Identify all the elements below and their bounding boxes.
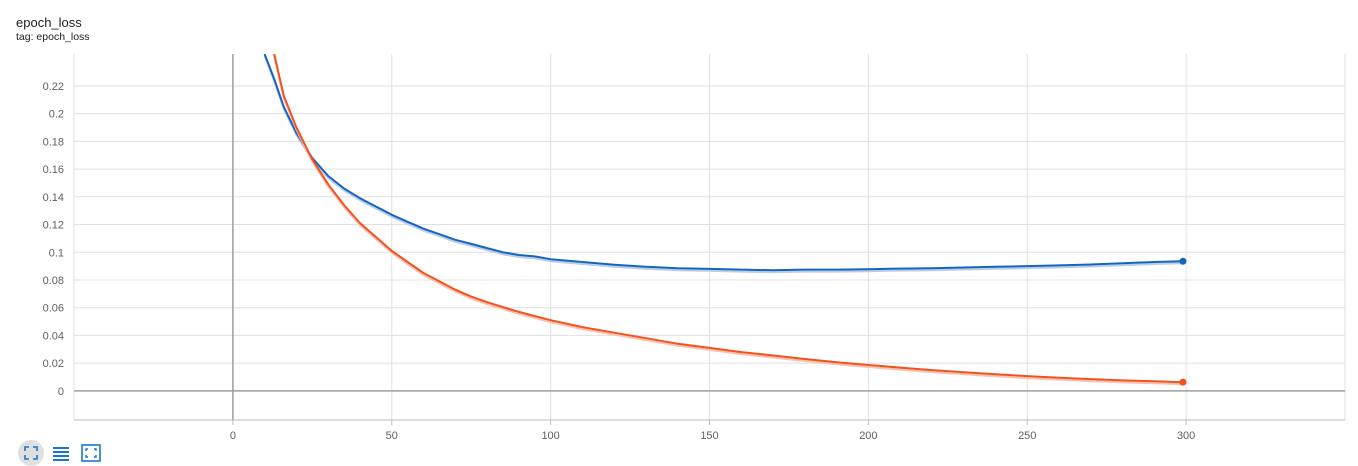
x-tick-label: 100 <box>541 430 559 440</box>
toggle-fullscreen-icon <box>81 444 101 462</box>
series-end-point-0 <box>1179 257 1187 265</box>
series-raw-line-1 <box>273 55 1183 386</box>
series-end-point-1 <box>1179 378 1187 386</box>
fit-domain-button[interactable] <box>18 440 44 466</box>
series-line-1 <box>273 54 1184 384</box>
x-tick-label: 250 <box>1018 430 1036 440</box>
axis-layer <box>74 54 1345 425</box>
series-line-0 <box>263 54 1184 272</box>
series-raw-line-0 <box>263 55 1183 274</box>
y-tick-label: 0.18 <box>43 136 64 148</box>
x-tick-label: 0 <box>230 430 236 440</box>
y-tick-label: 0.06 <box>43 303 64 315</box>
fit-domain-icon <box>24 446 38 460</box>
y-tick-label: 0.22 <box>43 81 64 93</box>
x-tick-label: 50 <box>386 430 398 440</box>
chart-toolbar <box>18 440 108 466</box>
line-chart[interactable]: 0 0.02 0.04 0.06 0.08 0.1 0.12 0.14 0.16 0.18 0.2 0… <box>0 0 1358 440</box>
log-scale-list-icon <box>53 447 69 461</box>
y-tick-label: 0.16 <box>43 164 64 176</box>
y-tick-label: 0.1 <box>49 247 64 259</box>
log-scale-button[interactable] <box>48 440 74 466</box>
y-tick-label: 0.08 <box>43 275 64 287</box>
y-tick-label: 0.12 <box>43 220 64 232</box>
x-tick-label: 150 <box>700 430 718 440</box>
series-layer <box>263 54 1184 386</box>
y-tick-label: 0.04 <box>43 330 64 342</box>
y-tick-label: 0.14 <box>43 192 64 204</box>
x-tick-label: 300 <box>1177 430 1195 440</box>
y-tick-label: 0 <box>58 386 64 398</box>
tick-label-layer: 0 0.02 0.04 0.06 0.08 0.1 0.12 0.14 0.16 0.18 0.2 0… <box>43 81 1196 440</box>
grid-layer <box>73 54 1346 420</box>
x-tick-label: 200 <box>859 430 877 440</box>
toggle-fullscreen-button[interactable] <box>78 440 104 466</box>
chart-tag: tag: epoch_loss <box>16 31 90 43</box>
chart-title: epoch_loss <box>16 15 82 30</box>
y-tick-label: 0.2 <box>49 109 64 121</box>
y-tick-label: 0.02 <box>43 358 64 370</box>
